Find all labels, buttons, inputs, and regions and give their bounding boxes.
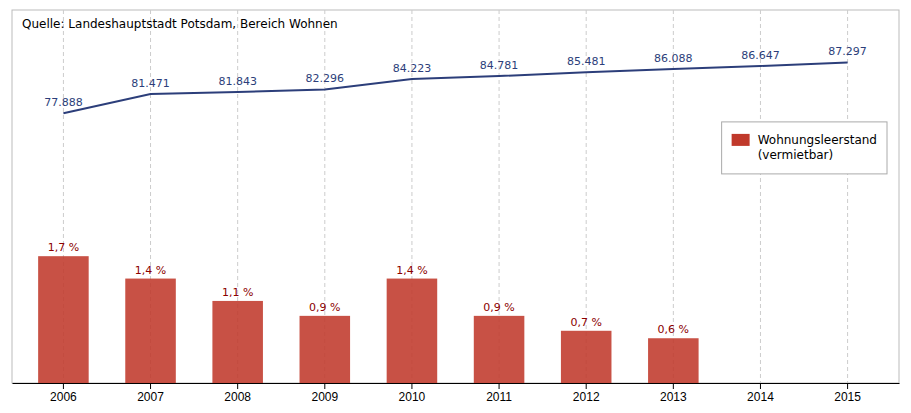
line-label: 85.481 bbox=[567, 55, 606, 68]
bar bbox=[735, 383, 786, 384]
plot-frame bbox=[12, 10, 899, 383]
x-tick-mark bbox=[586, 383, 587, 389]
x-tick-mark bbox=[847, 383, 848, 389]
x-tick-mark bbox=[673, 383, 674, 389]
line-label: 77.888 bbox=[44, 96, 83, 109]
legend: Wohnungsleerstand(vermietbar) bbox=[722, 122, 887, 174]
line-label: 87.297 bbox=[828, 45, 867, 58]
x-axis-line bbox=[13, 383, 900, 384]
x-tick-mark bbox=[237, 383, 238, 389]
bar bbox=[212, 301, 263, 383]
x-tick-mark bbox=[760, 383, 761, 389]
legend-label: Wohnungsleerstand(vermietbar) bbox=[758, 133, 877, 162]
bar-label: 0,9 % bbox=[483, 301, 514, 314]
x-tick: 2011 bbox=[486, 383, 512, 404]
x-tick-label: 2009 bbox=[311, 390, 338, 404]
line-label: 84.781 bbox=[480, 59, 519, 72]
plot: 2006 2007 2008 2009 2010 2011 2012 2013 2014 2015… bbox=[12, 10, 900, 404]
data-labels: 1,7 % 1,4 % 1,1 % 0,9 % 1,4 % 0,9 % 0,7 % 0,6 %… bbox=[44, 45, 867, 336]
x-tick: 2013 bbox=[660, 383, 687, 404]
x-tick-label: 2014 bbox=[747, 390, 774, 404]
x-tick: 2010 bbox=[399, 383, 426, 404]
grid bbox=[63, 10, 847, 383]
x-tick: 2006 bbox=[50, 383, 77, 404]
x-tick-label: 2011 bbox=[486, 390, 512, 404]
x-tick-mark bbox=[499, 383, 500, 389]
bar-label: 0,9 % bbox=[309, 301, 340, 314]
annotation: Quelle: Landeshauptstadt Potsdam, Bereic… bbox=[22, 17, 338, 31]
x-tick-label: 2008 bbox=[224, 390, 251, 404]
x-axis: 2006 2007 2008 2009 2010 2011 2012 2013 2014 2015 bbox=[13, 383, 900, 404]
line-label: 81.843 bbox=[218, 75, 257, 88]
x-tick: 2009 bbox=[311, 383, 338, 404]
x-tick: 2012 bbox=[573, 383, 600, 404]
bar-label: 1,1 % bbox=[222, 286, 253, 299]
x-tick: 2007 bbox=[137, 383, 164, 404]
x-tick-mark bbox=[63, 383, 64, 389]
grid-line bbox=[847, 10, 848, 383]
bar bbox=[387, 279, 438, 383]
x-tick-label: 2006 bbox=[50, 390, 77, 404]
line-label: 84.223 bbox=[393, 62, 432, 75]
bar bbox=[125, 279, 176, 383]
legend-swatch bbox=[732, 134, 750, 146]
x-tick-label: 2013 bbox=[660, 390, 687, 404]
line-label: 81.471 bbox=[131, 77, 170, 90]
bar bbox=[822, 383, 873, 384]
chart: 2006 2007 2008 2009 2010 2011 2012 2013 2014 2015… bbox=[0, 0, 911, 413]
bar bbox=[648, 338, 699, 383]
line-label: 86.647 bbox=[741, 49, 780, 62]
x-tick: 2008 bbox=[224, 383, 251, 404]
x-tick-mark bbox=[411, 383, 412, 389]
bar-label: 0,7 % bbox=[570, 316, 601, 329]
x-tick-label: 2007 bbox=[137, 390, 164, 404]
marks bbox=[38, 62, 847, 383]
legend-item: Wohnungsleerstand(vermietbar) bbox=[732, 133, 877, 162]
bar-label: 1,4 % bbox=[396, 264, 427, 277]
x-tick-mark bbox=[150, 383, 151, 389]
bar bbox=[474, 316, 525, 383]
legend-box bbox=[722, 122, 887, 174]
bar bbox=[38, 256, 89, 383]
bar-label: 0,6 % bbox=[658, 323, 689, 336]
x-tick: 2014 bbox=[747, 383, 774, 404]
bar bbox=[561, 331, 612, 383]
line bbox=[63, 62, 847, 113]
x-tick-label: 2015 bbox=[834, 390, 861, 404]
bar bbox=[300, 316, 351, 383]
line-label: 86.088 bbox=[654, 52, 693, 65]
bar-label: 1,7 % bbox=[48, 241, 79, 254]
bar-label: 1,4 % bbox=[135, 264, 166, 277]
bar-series bbox=[38, 256, 698, 383]
x-tick: 2015 bbox=[834, 383, 861, 404]
x-tick-mark bbox=[324, 383, 325, 389]
x-tick-label: 2010 bbox=[399, 390, 426, 404]
line-label: 82.296 bbox=[306, 72, 345, 85]
x-tick-label: 2012 bbox=[573, 390, 600, 404]
